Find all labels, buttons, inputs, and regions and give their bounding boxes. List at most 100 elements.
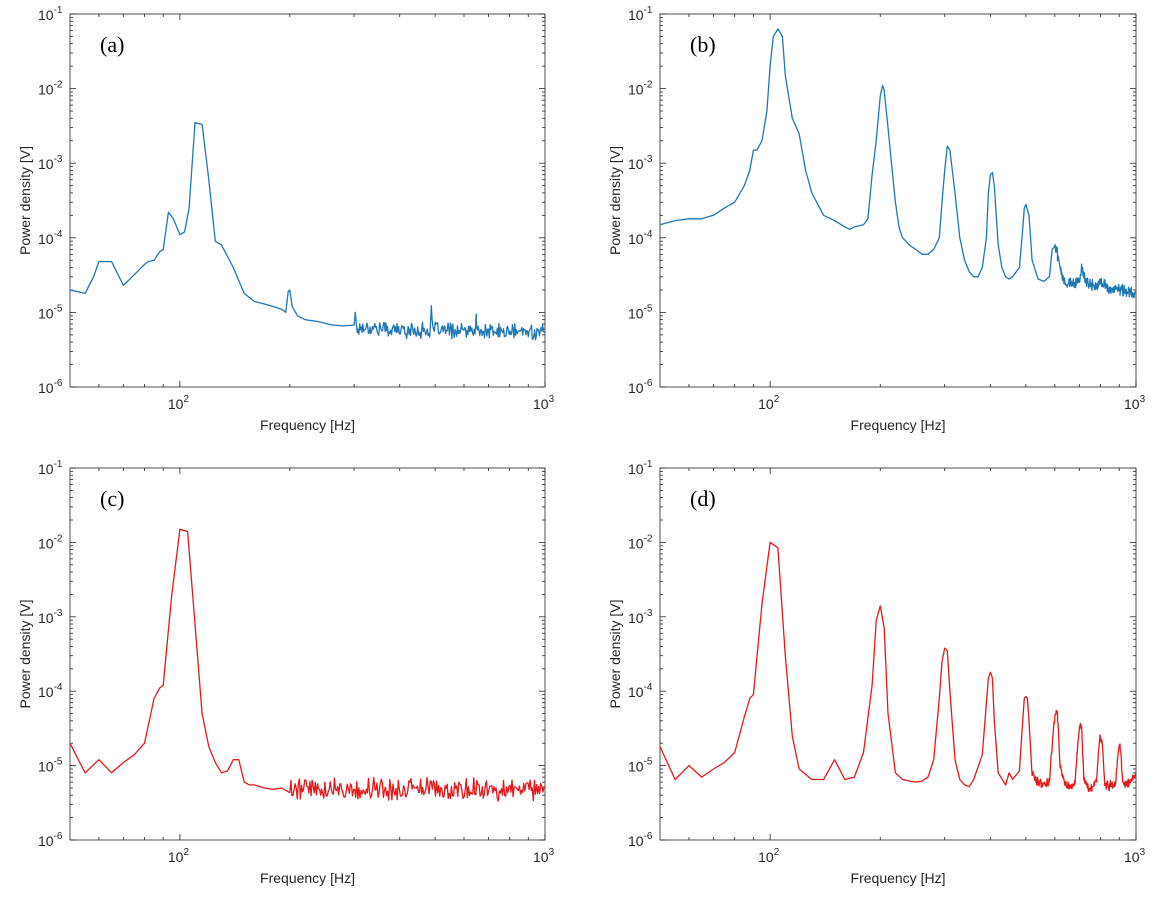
y-tick-base: 10 (38, 231, 54, 247)
y-tick-label: 10-1 (628, 5, 653, 23)
x-tick-label: 102 (168, 847, 190, 865)
x-tick-exponent: 2 (183, 847, 189, 858)
x-tick-exponent: 2 (183, 394, 189, 405)
series-line (660, 28, 1136, 299)
y-tick-base: 10 (628, 231, 644, 247)
y-tick-exponent: -2 (54, 80, 63, 91)
x-tick-label: 103 (1124, 394, 1146, 412)
series-line (70, 121, 545, 341)
y-tick-base: 10 (38, 7, 54, 23)
y-tick-label: 10-5 (628, 757, 653, 775)
y-tick-base: 10 (628, 535, 644, 551)
y-tick-exponent: -5 (54, 757, 63, 768)
series-line (660, 541, 1136, 792)
x-tick-base: 10 (533, 396, 549, 412)
x-axis-label: Frequency [Hz] (260, 870, 355, 886)
x-tick-label: 102 (758, 394, 780, 412)
y-tick-label: 10-2 (628, 80, 653, 98)
y-tick-label: 10-6 (38, 378, 63, 396)
y-tick-exponent: -1 (644, 459, 653, 470)
y-tick-exponent: -3 (54, 154, 63, 165)
x-tick-base: 10 (168, 849, 184, 865)
y-tick-exponent: -4 (54, 229, 63, 240)
plot-frame (659, 467, 1137, 841)
y-tick-base: 10 (628, 684, 644, 700)
y-tick-base: 10 (38, 535, 54, 551)
y-tick-exponent: -1 (644, 5, 653, 16)
y-tick-base: 10 (38, 380, 54, 396)
y-tick-exponent: -6 (54, 831, 63, 842)
y-tick-exponent: -3 (54, 608, 63, 619)
y-tick-exponent: -4 (644, 229, 653, 240)
y-tick-base: 10 (628, 833, 644, 849)
y-tick-label: 10-5 (38, 757, 63, 775)
y-tick-base: 10 (628, 610, 644, 626)
y-tick-base: 10 (628, 156, 644, 172)
y-tick-base: 10 (628, 380, 644, 396)
x-tick-label: 102 (168, 394, 190, 412)
y-tick-label: 10-4 (38, 229, 63, 247)
x-axis-label: Frequency [Hz] (260, 417, 355, 433)
x-tick-label: 102 (758, 847, 780, 865)
panel-label: (c) (100, 486, 124, 511)
y-tick-label: 10-3 (628, 608, 653, 626)
x-tick-exponent: 3 (549, 847, 555, 858)
x-tick-exponent: 3 (1140, 847, 1146, 858)
y-tick-label: 10-4 (628, 229, 653, 247)
y-tick-base: 10 (628, 305, 644, 321)
y-tick-label: 10-3 (38, 608, 63, 626)
y-tick-exponent: -1 (54, 459, 63, 470)
y-tick-label: 10-6 (628, 378, 653, 396)
panel-label: (d) (690, 486, 716, 511)
y-tick-base: 10 (38, 833, 54, 849)
panel-label: (a) (100, 32, 124, 57)
y-tick-label: 10-4 (628, 682, 653, 700)
y-tick-label: 10-5 (628, 303, 653, 321)
plot-frame (69, 13, 546, 388)
y-tick-base: 10 (38, 461, 54, 477)
y-axis-label: Power density [V] (17, 600, 33, 709)
y-tick-base: 10 (628, 82, 644, 98)
y-tick-label: 10-4 (38, 682, 63, 700)
y-tick-exponent: -3 (644, 154, 653, 165)
y-tick-exponent: -5 (644, 757, 653, 768)
y-tick-exponent: -4 (644, 682, 653, 693)
y-tick-exponent: -5 (54, 303, 63, 314)
y-tick-label: 10-3 (38, 154, 63, 172)
y-tick-base: 10 (38, 610, 54, 626)
x-tick-base: 10 (758, 849, 774, 865)
x-tick-label: 103 (533, 847, 555, 865)
series-line (70, 528, 545, 802)
y-tick-base: 10 (628, 7, 644, 23)
y-axis-label: Power density [V] (17, 146, 33, 255)
x-tick-base: 10 (758, 396, 774, 412)
x-tick-exponent: 3 (1140, 394, 1146, 405)
y-tick-exponent: -3 (644, 608, 653, 619)
x-tick-exponent: 2 (774, 847, 780, 858)
y-axis-label: Power density [V] (607, 146, 623, 255)
y-tick-label: 10-6 (628, 831, 653, 849)
y-tick-exponent: -5 (644, 303, 653, 314)
y-tick-label: 10-2 (38, 533, 63, 551)
y-tick-base: 10 (38, 305, 54, 321)
x-axis-label: Frequency [Hz] (851, 870, 946, 886)
x-tick-base: 10 (533, 849, 549, 865)
y-tick-label: 10-5 (38, 303, 63, 321)
y-tick-exponent: -1 (54, 5, 63, 16)
y-tick-exponent: -4 (54, 682, 63, 693)
y-tick-label: 10-2 (38, 80, 63, 98)
y-tick-base: 10 (38, 156, 54, 172)
plot-frame (69, 467, 546, 841)
y-tick-label: 10-3 (628, 154, 653, 172)
x-tick-base: 10 (168, 396, 184, 412)
y-tick-label: 10-1 (38, 5, 63, 23)
y-tick-exponent: -6 (54, 378, 63, 389)
x-tick-exponent: 2 (774, 394, 780, 405)
y-tick-label: 10-1 (38, 459, 63, 477)
x-tick-label: 103 (1124, 847, 1146, 865)
x-axis-label: Frequency [Hz] (851, 417, 946, 433)
y-tick-base: 10 (628, 759, 644, 775)
